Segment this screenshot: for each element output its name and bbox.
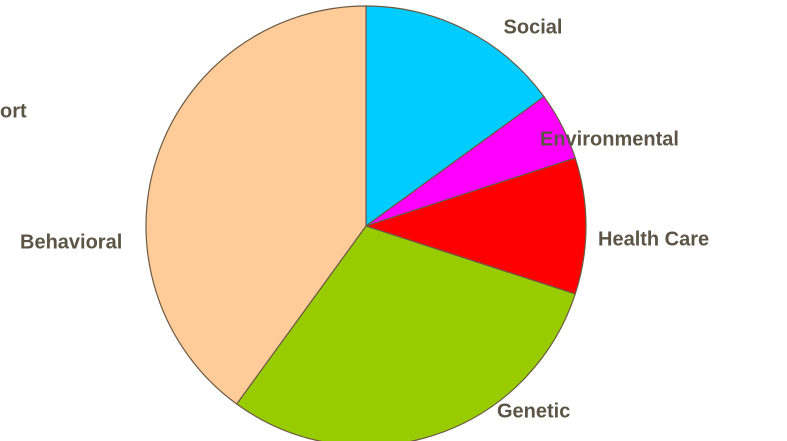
pie-slice — [145, 5, 367, 405]
slice-label: Environmental — [540, 128, 679, 150]
pie-slice — [365, 5, 545, 228]
annotation: ort — [0, 100, 27, 122]
slice-label: Health Care — [598, 228, 709, 250]
slice-label: Genetic — [497, 400, 570, 422]
pie-slice — [235, 225, 576, 441]
slice-label: Behavioral — [20, 231, 122, 253]
pie-slice — [364, 157, 587, 295]
slice-label: Social — [504, 16, 563, 38]
